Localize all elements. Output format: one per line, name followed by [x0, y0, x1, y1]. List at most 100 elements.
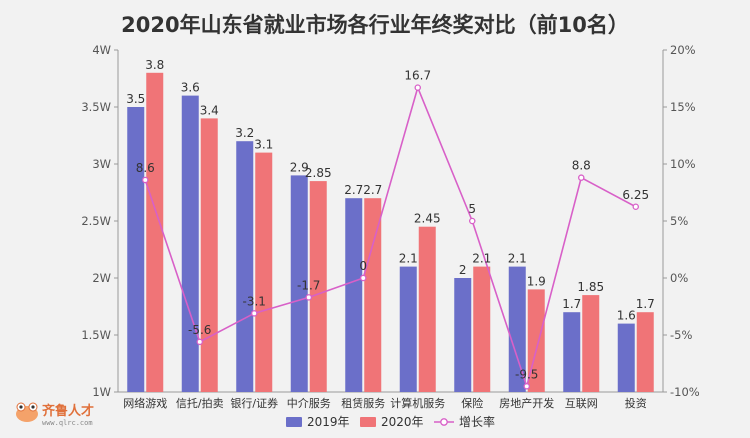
bar-2019 — [345, 198, 363, 392]
right-tick-label: 5% — [670, 214, 688, 228]
category-label: 房地产开发 — [499, 396, 554, 410]
bars — [127, 72, 654, 393]
frog-logo-icon — [16, 402, 38, 422]
bar-value-label: 3.4 — [200, 103, 219, 117]
bar-value-label: 2.7 — [344, 183, 363, 197]
growth-rate-point — [196, 338, 203, 346]
bar-value-label: 2.1 — [508, 252, 527, 266]
bar-value-label: 1.7 — [636, 297, 655, 311]
bar-2020 — [255, 152, 273, 392]
right-tick-label: 10% — [670, 157, 696, 171]
bar-2019 — [454, 278, 472, 392]
category-label: 计算机服务 — [390, 396, 445, 410]
data-labels: 3.53.63.22.92.72.122.11.71.63.83.43.12.8… — [126, 58, 655, 381]
category-label: 租赁服务 — [341, 396, 385, 410]
growth-rate-point — [250, 310, 258, 317]
bar-2019 — [399, 266, 417, 392]
growth-rate-point — [523, 383, 531, 390]
bar-value-label: 3.5 — [126, 92, 145, 106]
bar-value-label: 1.7 — [562, 297, 581, 311]
legend-label: 2020年 — [381, 415, 424, 429]
bar-value-label: 1.85 — [577, 280, 604, 294]
left-tick-label: 2W — [92, 271, 111, 285]
bar-2019 — [181, 95, 199, 392]
bar-2019 — [508, 266, 526, 392]
right-tick-label: 0% — [670, 271, 688, 285]
legend: 2019年 2020年 增长率 — [286, 414, 495, 429]
growth-rate-label: 0 — [359, 259, 367, 273]
axes: 1W 1.5W 2W 2.5W 3W 3.5W 4W -10% -5% 0% 5% 10% 15% 20%… — [81, 43, 699, 410]
legend-label: 增长率 — [459, 414, 495, 429]
bar-2020 — [364, 198, 382, 392]
bar-2019 — [563, 312, 581, 392]
bar-2019 — [236, 141, 254, 392]
bar-value-label: 2.1 — [472, 252, 491, 266]
bar-value-label: 2.85 — [305, 166, 332, 180]
category-label: 中介服务 — [287, 397, 331, 410]
left-tick-label: 1.5W — [81, 328, 111, 342]
category-label: 保险 — [461, 396, 483, 410]
bar-2020 — [146, 72, 164, 393]
category-label: 银行/证券 — [230, 396, 278, 410]
legend-swatch — [360, 417, 376, 427]
category-label: 投资 — [625, 396, 647, 410]
growth-rate-point — [632, 203, 640, 210]
bar-value-label: 2 — [459, 263, 467, 277]
left-tick-label: 3W — [92, 157, 111, 171]
growth-rate-point — [305, 294, 312, 301]
chart-title: 2020年山东省就业市场各行业年终奖对比（前10名） — [121, 13, 629, 37]
watermark-brand: 齐鲁人才 — [42, 403, 94, 419]
growth-rate-label: 8.6 — [136, 161, 155, 175]
left-tick-label: 1W — [92, 385, 111, 399]
legend-swatch — [286, 417, 302, 427]
category-label: 互联网 — [565, 397, 598, 410]
category-label: 信托/拍卖 — [176, 396, 224, 410]
bar-value-label: 3.1 — [254, 138, 273, 152]
growth-rate-label: 16.7 — [404, 69, 431, 83]
bar-2020 — [473, 266, 491, 392]
category-label: 网络游戏 — [123, 396, 167, 410]
bar-value-label: 1.9 — [527, 274, 546, 288]
watermark-url: www.qlrc.com — [42, 419, 93, 427]
growth-rate-label: -3.1 — [243, 294, 266, 308]
bar-value-label: 3.2 — [235, 126, 254, 140]
bar-2019 — [127, 107, 145, 392]
bar-value-label: 2.9 — [290, 160, 309, 174]
bar-2020 — [309, 181, 327, 392]
bar-value-label: 2.1 — [399, 252, 418, 266]
left-tick-label: 4W — [92, 43, 111, 57]
growth-line — [141, 84, 640, 390]
bar-value-label: 1.6 — [617, 309, 636, 323]
legend-marker — [440, 418, 448, 426]
right-tick-label: 15% — [670, 100, 696, 114]
watermark-logo: 齐鲁人才 www.qlrc.com — [16, 402, 94, 427]
growth-rate-label: 6.25 — [622, 188, 649, 202]
growth-rate-label: -5.6 — [188, 323, 211, 337]
bar-2020 — [636, 312, 654, 392]
growth-rate-label: 5 — [468, 202, 476, 216]
left-tick-label: 2.5W — [81, 214, 111, 228]
growth-rate-point — [141, 176, 149, 184]
right-tick-label: 20% — [670, 43, 696, 57]
bar-value-label: 3.8 — [145, 58, 164, 72]
growth-rate-point — [578, 174, 585, 181]
bar-2019 — [290, 175, 308, 392]
bar-value-label: 2.45 — [414, 212, 441, 226]
bar-value-label: 2.7 — [363, 183, 382, 197]
bar-2020 — [418, 226, 436, 392]
bar-2020 — [582, 295, 600, 392]
growth-rate-line — [144, 85, 637, 390]
growth-rate-point — [359, 274, 367, 282]
bar-value-label: 3.6 — [181, 81, 200, 95]
growth-rate-label: -9.5 — [515, 367, 538, 381]
bar-2020 — [200, 118, 218, 393]
growth-rate-label: 8.8 — [572, 159, 591, 173]
growth-rate-label: -1.7 — [297, 278, 320, 292]
right-tick-label: -5% — [670, 328, 692, 342]
left-tick-label: 3.5W — [81, 100, 111, 114]
growth-rate-point — [468, 217, 476, 225]
right-tick-label: -10% — [670, 385, 700, 399]
legend-label: 2019年 — [307, 415, 350, 429]
